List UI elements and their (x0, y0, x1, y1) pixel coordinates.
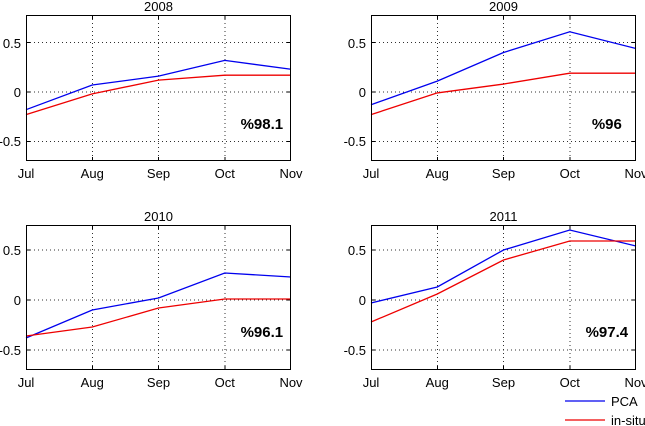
plot-area (25, 225, 292, 370)
legend-label-insitu: in-situ (611, 412, 645, 426)
insitu-line-sample-icon (565, 419, 605, 421)
legend-item-pca: PCA (565, 394, 645, 408)
subplot-2010: 2010 %96.1 Jul Aug Sep Oct Nov -0.5 0 0.5 (0, 210, 303, 389)
subplot-2008: 2008 %98.1 Jul Aug Sep Oct Nov -0.5 0 0.5 (0, 0, 303, 180)
pca-line-sample-icon (565, 400, 605, 402)
x-tick-label: Oct (559, 375, 580, 390)
x-tick-label: Aug (80, 166, 104, 181)
x-tick-label: Aug (425, 375, 449, 390)
subplot-title: 2008 (144, 0, 173, 14)
y-tick-label: 0 (358, 84, 366, 100)
y-tick-label: -0.5 (0, 134, 21, 150)
x-tick-label: Sep (146, 166, 171, 181)
accuracy-annotation: %96 (591, 115, 622, 133)
y-tick-label: -0.5 (0, 343, 21, 358)
x-tick-label: Sep (491, 375, 516, 390)
y-tick-label: -0.5 (343, 343, 366, 358)
subplot-2009: 2009 %96 Jul Aug Sep Oct Nov -0.5 0 0.5 (344, 0, 645, 180)
x-tick-label: Oct (214, 166, 235, 181)
x-tick-label: Jul (17, 166, 35, 181)
x-tick-label: Jul (362, 166, 380, 181)
x-tick-label: Nov (624, 375, 645, 390)
x-tick-label: Nov (279, 375, 303, 390)
legend: PCA in-situ (565, 394, 645, 426)
x-tick-label: Oct (559, 166, 580, 181)
subplot-title: 2010 (144, 209, 173, 224)
y-tick-label: 0.5 (347, 35, 366, 51)
plot-area (370, 225, 637, 370)
x-tick-label: Jul (362, 375, 380, 390)
accuracy-annotation: %96.1 (240, 324, 284, 341)
x-tick-label: Sep (491, 166, 516, 181)
y-tick-label: 0 (13, 84, 21, 100)
subplot-title: 2011 (489, 209, 518, 224)
y-tick-label: 0 (13, 293, 21, 308)
x-tick-label: Jul (17, 375, 35, 390)
x-tick-label: Aug (80, 375, 104, 390)
accuracy-annotation: %97.4 (585, 324, 629, 341)
x-tick-label: Aug (425, 166, 449, 181)
x-tick-label: Nov (624, 166, 645, 181)
subplot-2011: 2011 %97.4 Jul Aug Sep Oct Nov -0.5 0 0.5 (344, 210, 645, 389)
legend-label-pca: PCA (611, 393, 638, 409)
x-tick-label: Sep (146, 375, 171, 390)
y-tick-label: 0.5 (347, 243, 366, 258)
legend-item-insitu: in-situ (565, 413, 645, 426)
y-tick-label: 0 (358, 293, 366, 308)
y-tick-label: 0.5 (2, 35, 21, 51)
accuracy-annotation: %98.1 (240, 115, 284, 133)
x-tick-label: Nov (279, 166, 303, 181)
y-tick-label: 0.5 (2, 243, 21, 258)
y-tick-label: -0.5 (343, 134, 366, 150)
x-tick-label: Oct (214, 375, 235, 390)
plot-area (25, 15, 292, 161)
subplot-title: 2009 (489, 0, 518, 14)
plot-area (370, 15, 637, 161)
